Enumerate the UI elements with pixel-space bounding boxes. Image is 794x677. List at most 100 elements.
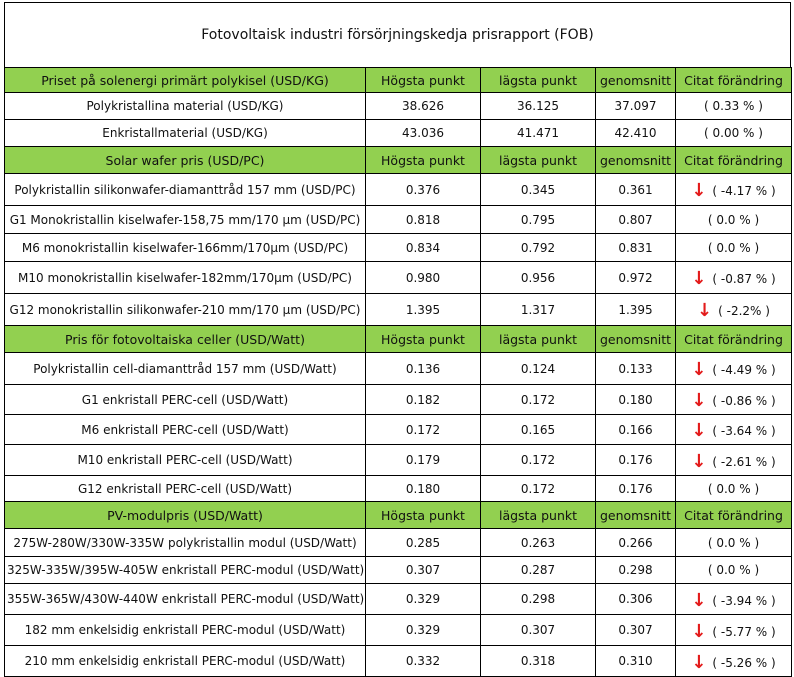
change-value: ( -5.26 % ) (712, 655, 776, 670)
avg-price: 37.097 (595, 92, 676, 120)
change-value: ( 0.33 % ) (704, 99, 763, 113)
high-price: 1.395 (365, 293, 481, 326)
low-price: 0.172 (480, 384, 596, 415)
table-row: Polykristallina material (USD/KG) 38.626 3… (4, 92, 792, 120)
change-cell: ( 0.00 % ) (675, 119, 792, 147)
change-cell: ( 0.0 % ) (675, 233, 792, 262)
low-price: 1.317 (480, 293, 596, 326)
avg-price: 0.972 (595, 261, 676, 294)
column-header: Högsta punkt (365, 501, 481, 529)
low-price: 0.956 (480, 261, 596, 294)
avg-price: 0.180 (595, 384, 676, 415)
product-name: 325W-335W/395W-405W enkristall PERC-modu… (4, 556, 366, 584)
high-price: 0.329 (365, 614, 481, 646)
change-cell: ↓ ( -2.61 % ) (675, 444, 792, 476)
column-header: lägsta punkt (480, 325, 596, 353)
change-value: ( -2.61 % ) (712, 454, 776, 469)
avg-price: 0.176 (595, 444, 676, 476)
product-name: Polykristallin silikonwafer-diamanttråd … (4, 173, 366, 206)
avg-price: 0.133 (595, 352, 676, 385)
column-header: Högsta punkt (365, 146, 481, 174)
avg-price: 0.831 (595, 233, 676, 262)
product-name: G12 monokristallin silikonwafer-210 mm/1… (4, 293, 366, 326)
avg-price: 0.807 (595, 205, 676, 234)
low-price: 0.345 (480, 173, 596, 206)
table-row: G12 enkristall PERC-cell (USD/Watt) 0.180… (4, 475, 792, 502)
change-value: ( -4.49 % ) (712, 363, 776, 377)
high-price: 0.834 (365, 233, 481, 262)
product-name: G1 enkristall PERC-cell (USD/Watt) (4, 384, 366, 415)
avg-price: 0.307 (595, 614, 676, 646)
down-arrow-icon: ↓ (691, 390, 707, 411)
column-header: lägsta punkt (480, 67, 596, 93)
product-name: 182 mm enkelsidig enkristall PERC-modul … (4, 614, 366, 646)
change-cell: ( 0.0 % ) (675, 475, 792, 502)
table-row: Polykristallin silikonwafer-diamanttråd … (4, 173, 792, 206)
section-name: Solar wafer pris (USD/PC) (4, 146, 366, 174)
avg-price: 1.395 (595, 293, 676, 326)
report-title: Fotovoltaisk industri försörjningskedja … (4, 2, 791, 67)
change-cell: ↓ ( -3.94 % ) (675, 583, 792, 615)
down-arrow-icon: ↓ (691, 420, 707, 441)
avg-price: 0.266 (595, 528, 676, 557)
low-price: 0.298 (480, 583, 596, 615)
table-row: 182 mm enkelsidig enkristall PERC-modul … (4, 614, 792, 646)
change-value: ( -5.77 % ) (712, 624, 776, 639)
table-row: M10 enkristall PERC-cell (USD/Watt) 0.179… (4, 444, 792, 476)
table-row: M6 monokristallin kiselwafer-166mm/170μm… (4, 233, 792, 262)
change-cell: ↓ ( -2.2% ) (675, 293, 792, 326)
change-value: ( 0.0 % ) (707, 212, 760, 227)
table-row: M10 monokristallin kiselwafer-182mm/170μ… (4, 261, 792, 294)
section-name: PV-modulpris (USD/Watt) (4, 501, 366, 529)
low-price: 0.165 (480, 414, 596, 445)
column-header: genomsnitt (595, 501, 676, 529)
down-arrow-icon: ↓ (691, 268, 707, 289)
table-row: G1 Monokristallin kiselwafer-158,75 mm/1… (4, 205, 792, 234)
high-price: 0.180 (365, 475, 481, 502)
high-price: 0.172 (365, 414, 481, 445)
column-header: genomsnitt (595, 146, 676, 174)
avg-price: 0.306 (595, 583, 676, 615)
avg-price: 0.298 (595, 556, 676, 584)
section-header: PV-modulpris (USD/Watt) Högsta punkt lägst… (4, 501, 792, 529)
column-header: Citat förändring (675, 325, 792, 353)
product-name: Enkristallmaterial (USD/KG) (4, 119, 366, 147)
product-name: 355W-365W/430W-440W enkristall PERC-modu… (4, 583, 366, 615)
low-price: 0.172 (480, 475, 596, 502)
column-header: Högsta punkt (365, 67, 481, 93)
change-value: ( 0.0 % ) (707, 240, 760, 255)
high-price: 0.818 (365, 205, 481, 234)
down-arrow-icon: ↓ (691, 589, 707, 611)
price-table: Priset på solenergi primärt polykisel (U… (4, 67, 792, 677)
section-header: Solar wafer pris (USD/PC) Högsta punkt läg… (4, 146, 792, 174)
low-price: 0.263 (480, 528, 596, 557)
low-price: 0.795 (480, 205, 596, 234)
low-price: 0.287 (480, 556, 596, 584)
high-price: 0.980 (365, 261, 481, 294)
down-arrow-icon: ↓ (691, 180, 707, 201)
section-header: Pris för fotovoltaiska celler (USD/Watt)… (4, 325, 792, 353)
change-cell: ↓ ( -3.64 % ) (675, 414, 792, 445)
change-cell: ↓ ( -0.86 % ) (675, 384, 792, 415)
down-arrow-icon: ↓ (691, 620, 707, 642)
high-price: 43.036 (365, 119, 481, 147)
change-value: ( 0.0 % ) (707, 563, 760, 577)
low-price: 0.307 (480, 614, 596, 646)
section-name: Pris för fotovoltaiska celler (USD/Watt) (4, 325, 366, 353)
high-price: 38.626 (365, 92, 481, 120)
high-price: 0.179 (365, 444, 481, 476)
high-price: 0.182 (365, 384, 481, 415)
change-value: ( -3.64 % ) (712, 424, 776, 438)
product-name: M6 enkristall PERC-cell (USD/Watt) (4, 414, 366, 445)
high-price: 0.376 (365, 173, 481, 206)
high-price: 0.329 (365, 583, 481, 615)
column-header: Citat förändring (675, 146, 792, 174)
product-name: M10 monokristallin kiselwafer-182mm/170μ… (4, 261, 366, 294)
avg-price: 0.176 (595, 475, 676, 502)
high-price: 0.285 (365, 528, 481, 557)
table-row: Polykristallin cell-diamanttråd 157 mm (… (4, 352, 792, 385)
table-row: Enkristallmaterial (USD/KG) 43.036 41.471 4… (4, 119, 792, 147)
change-value: ( -4.17 % ) (712, 184, 776, 198)
price-table-body: Priset på solenergi primärt polykisel (U… (4, 67, 792, 677)
change-cell: ( 0.0 % ) (675, 528, 792, 557)
